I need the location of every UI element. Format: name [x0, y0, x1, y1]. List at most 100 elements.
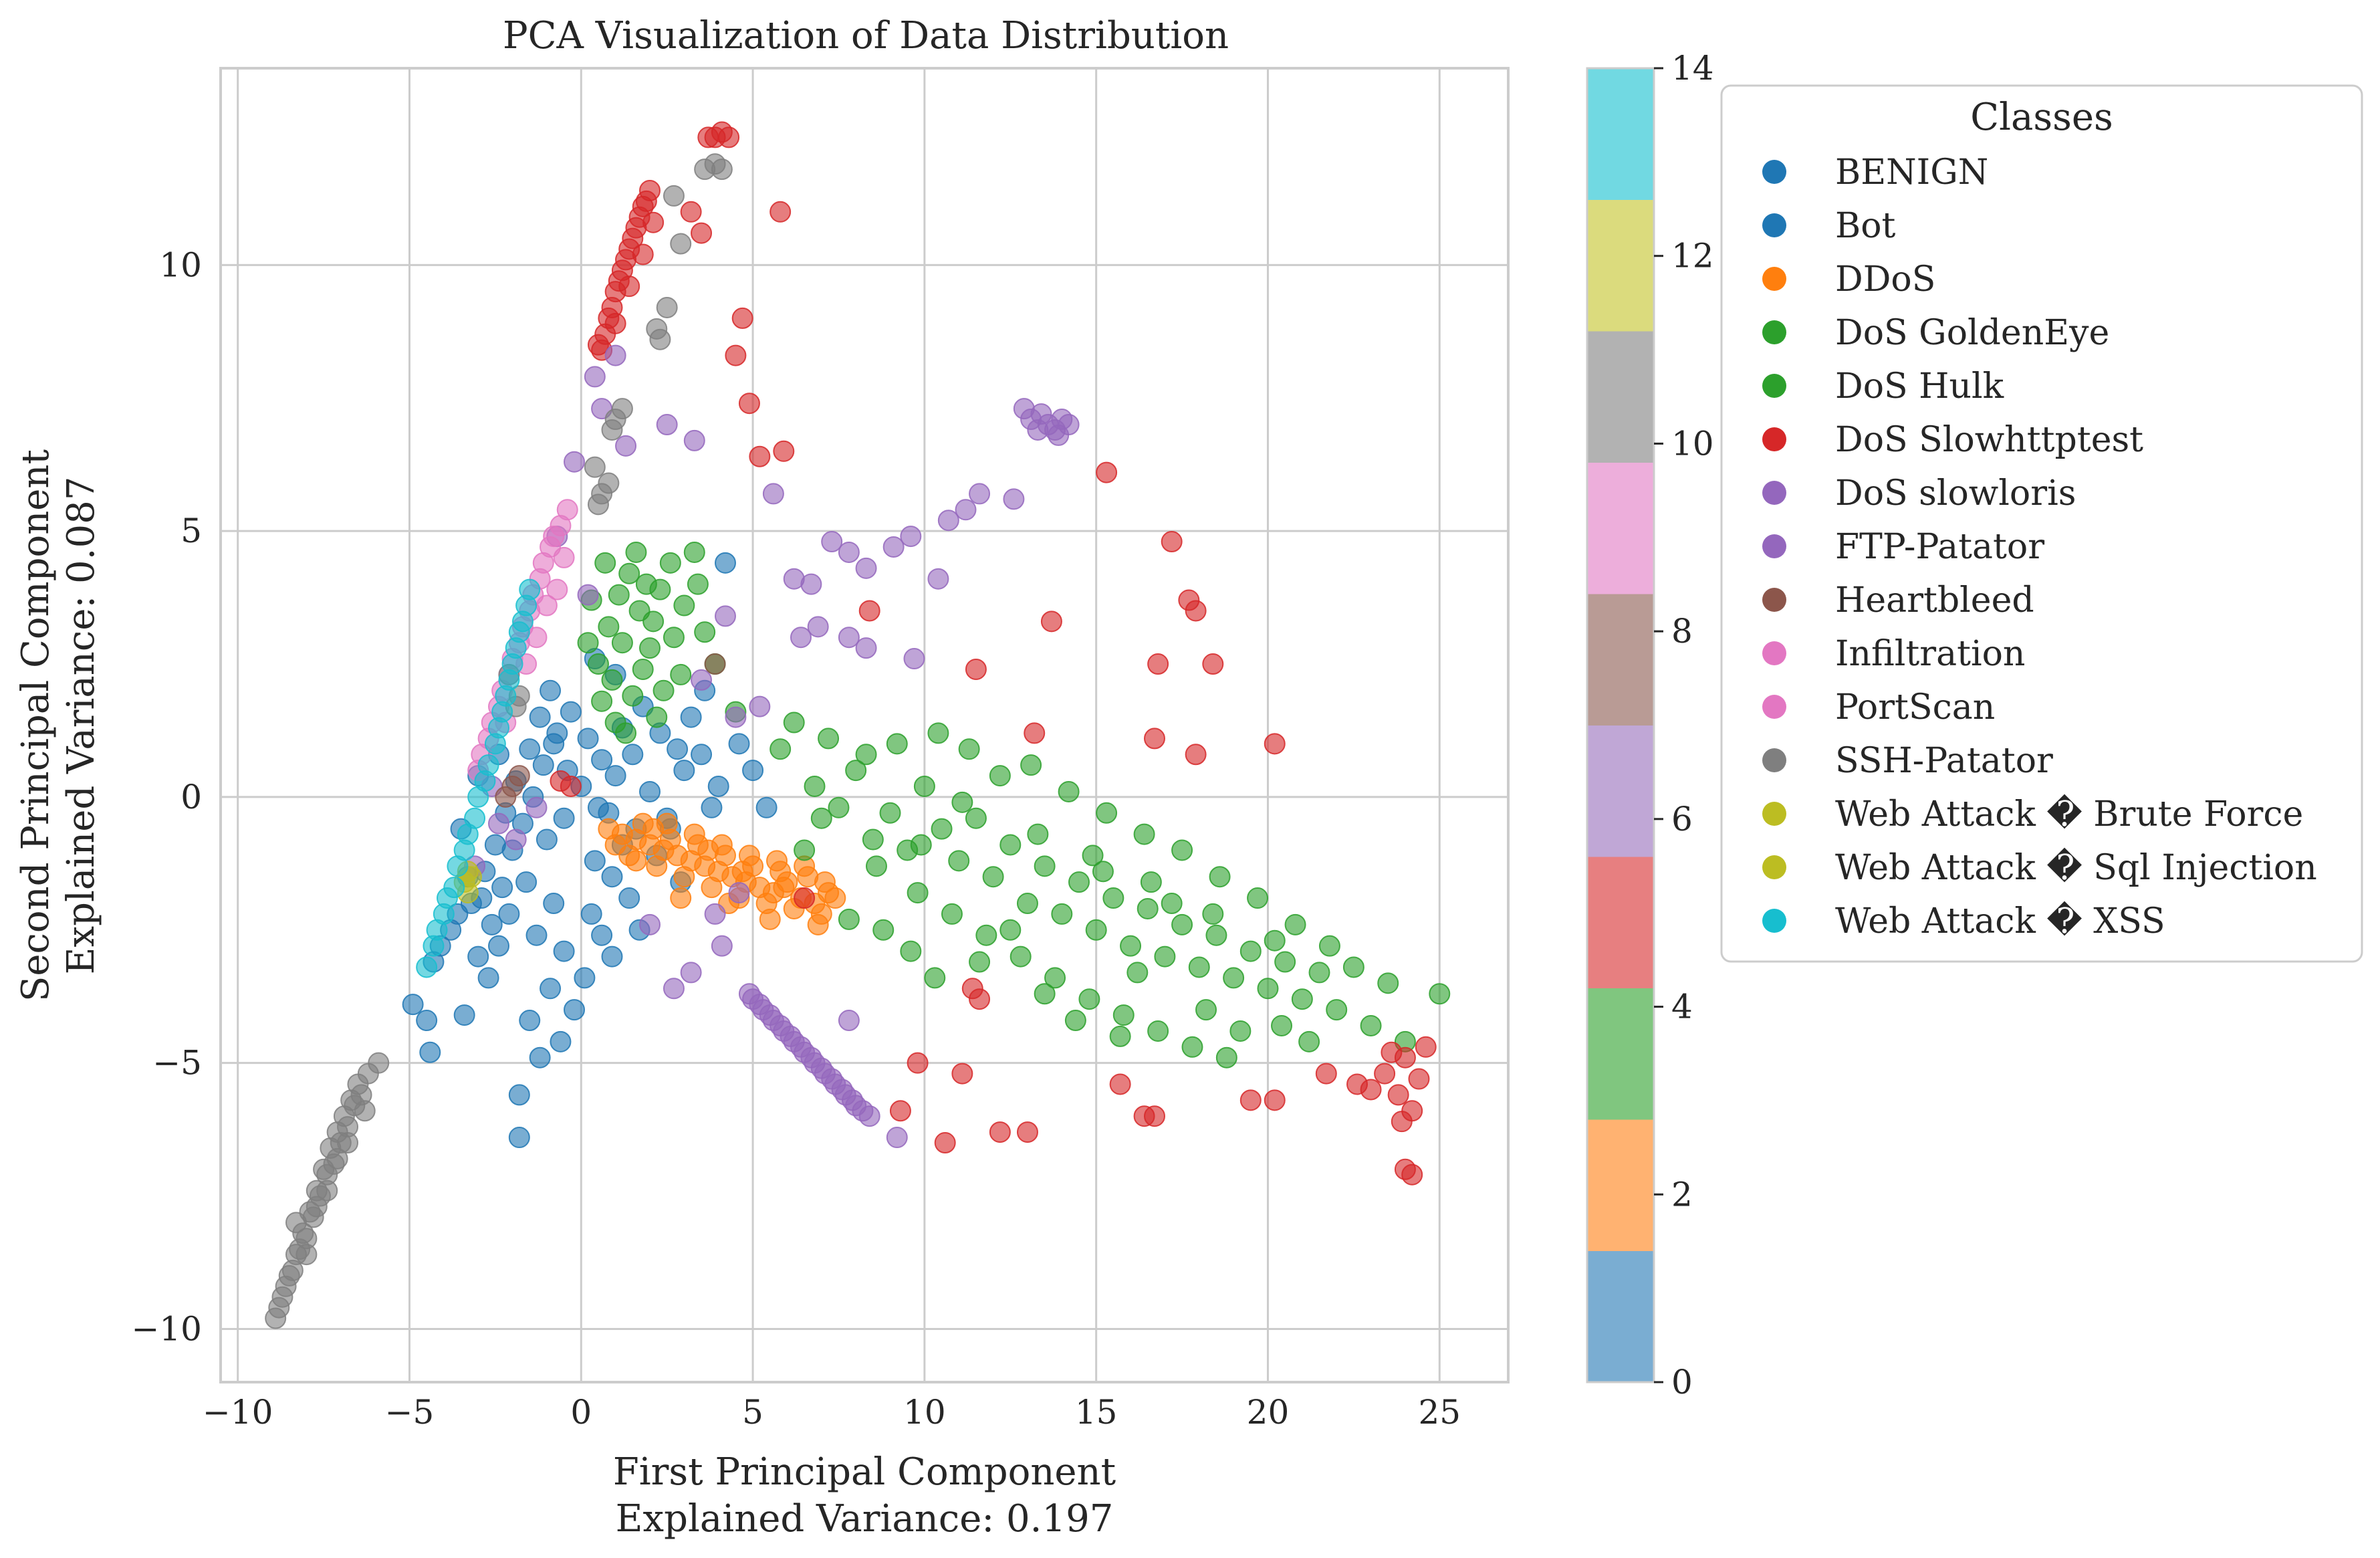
- data-point: [587, 493, 609, 516]
- data-point: [1229, 1020, 1252, 1042]
- data-point: [766, 850, 788, 872]
- data-point: [1112, 1004, 1135, 1026]
- data-point: [285, 1212, 307, 1234]
- data-point: [447, 855, 469, 877]
- data-point: [543, 526, 565, 548]
- data-point: [1202, 903, 1224, 925]
- data-point: [649, 328, 671, 350]
- legend-label: DoS slowloris: [1835, 473, 2076, 514]
- data-point: [532, 754, 554, 776]
- data-point: [1082, 845, 1104, 867]
- legend-box: [1720, 84, 2363, 963]
- data-point: [477, 967, 499, 989]
- data-point: [951, 791, 973, 813]
- data-point: [481, 913, 503, 935]
- legend-marker: [1762, 641, 1786, 665]
- data-point: [907, 1052, 929, 1074]
- plot-background: [221, 68, 1508, 1382]
- data-point: [683, 823, 705, 845]
- legend-marker: [1762, 748, 1786, 772]
- legend-item: SSH-Patator: [1762, 741, 2053, 781]
- legend-marker: [1762, 481, 1786, 505]
- data-point: [955, 499, 977, 521]
- data-point: [969, 988, 991, 1010]
- x-axis-ticks: −10 −5 0 5 10 15 20 25: [203, 1393, 1461, 1432]
- data-point: [1096, 802, 1118, 824]
- data-point: [989, 1121, 1011, 1143]
- data-point: [601, 945, 623, 968]
- data-point: [1264, 1089, 1286, 1111]
- data-point: [725, 706, 747, 728]
- data-point: [540, 679, 562, 701]
- data-point: [828, 796, 850, 818]
- legend-label: BENIGN: [1835, 152, 1988, 193]
- data-point: [680, 706, 702, 728]
- colorbar-tick-label: 10: [1671, 424, 1714, 463]
- data-point: [673, 866, 695, 888]
- data-point: [519, 1010, 541, 1032]
- data-point: [680, 962, 702, 984]
- data-point: [1360, 1014, 1382, 1036]
- data-point: [337, 1132, 359, 1154]
- legend-item: DoS Hulk: [1762, 366, 2004, 407]
- data-point: [402, 994, 424, 1016]
- data-point: [515, 871, 538, 893]
- data-point: [591, 690, 613, 712]
- data-point: [704, 903, 726, 925]
- data-point: [714, 552, 736, 574]
- data-point: [1154, 945, 1176, 968]
- colorbar-tick-label: 2: [1671, 1175, 1693, 1214]
- data-point: [1068, 871, 1090, 893]
- legend-item: Web Attack � Sql Injection: [1762, 847, 2317, 888]
- data-point: [927, 722, 949, 744]
- data-point: [1016, 893, 1038, 915]
- data-point: [505, 828, 527, 851]
- data-point: [553, 940, 575, 962]
- data-point: [1085, 919, 1107, 941]
- legend-label: Infiltration: [1835, 634, 2025, 674]
- data-point: [453, 1004, 475, 1026]
- chart-title: PCA Visualization of Data Distribution: [503, 14, 1229, 58]
- data-point: [913, 775, 935, 797]
- legend-marker: [1762, 534, 1786, 558]
- data-point: [1188, 956, 1210, 978]
- data-point: [1120, 935, 1142, 957]
- data-point: [1318, 935, 1340, 957]
- colorbar-frame: [1586, 67, 1655, 1383]
- colorbar-band: [1587, 1250, 1654, 1383]
- data-point: [824, 887, 846, 909]
- data-point: [1185, 744, 1207, 766]
- data-point: [540, 978, 562, 1000]
- legend-title: Classes: [1970, 96, 2113, 139]
- colorbar-band: [1587, 199, 1654, 332]
- data-point: [999, 834, 1022, 856]
- data-point: [900, 940, 922, 962]
- data-point: [701, 796, 723, 818]
- data-point: [965, 807, 987, 829]
- data-point: [1143, 1105, 1165, 1127]
- legend-entries: BENIGN Bot DDoS DoS GoldenEye DoS Hulk DoS Sl…: [1762, 152, 2317, 941]
- legend-label: Web Attack � XSS: [1835, 901, 2165, 941]
- legend-label: DoS GoldenEye: [1835, 313, 2109, 353]
- colorbar-tick-label: 0: [1671, 1363, 1693, 1402]
- data-point: [491, 877, 513, 899]
- colorbar-tick-label: 6: [1671, 800, 1693, 839]
- legend-marker: [1762, 695, 1786, 719]
- data-point: [759, 908, 781, 930]
- data-point: [652, 679, 675, 701]
- data-point: [855, 744, 877, 766]
- data-point: [488, 812, 510, 834]
- data-point: [1016, 1121, 1038, 1143]
- data-point: [601, 866, 623, 888]
- data-point: [501, 653, 523, 675]
- data-point: [536, 828, 558, 851]
- legend-marker: [1762, 802, 1786, 826]
- data-point: [999, 919, 1022, 941]
- x-tick-label: 5: [742, 1393, 763, 1432]
- data-point: [622, 227, 644, 249]
- data-point: [642, 211, 665, 233]
- y-tick-label: 5: [181, 512, 202, 550]
- data-point: [1239, 1089, 1262, 1111]
- data-point: [615, 435, 637, 457]
- y-tick-label: 10: [159, 245, 202, 284]
